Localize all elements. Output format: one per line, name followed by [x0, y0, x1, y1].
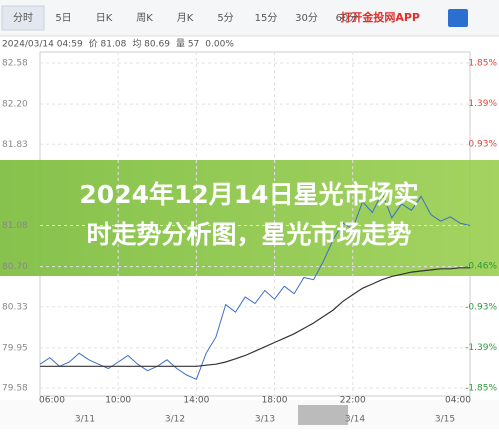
- tab[interactable]: 30分: [295, 12, 318, 24]
- date-label: 3/11: [75, 415, 95, 425]
- y-tick-label: 79.95: [2, 343, 28, 353]
- tab[interactable]: 日K: [96, 13, 113, 24]
- y-tick-label: 82.58: [2, 59, 28, 69]
- date-label: 3/13: [255, 415, 275, 425]
- banner-text: 时走势分析图，星光市场走势: [86, 220, 411, 249]
- info-item: 2024/03/14 04:59: [2, 40, 83, 50]
- tab[interactable]: 15分: [255, 12, 278, 24]
- tab-bar: [0, 0, 499, 36]
- y2-tick-label: 0.93%: [468, 139, 497, 149]
- x-tick-label: 14:00: [183, 396, 209, 406]
- y2-tick-label: -1.39%: [465, 343, 497, 353]
- x-tick-label: 22:00: [340, 396, 366, 406]
- app-link[interactable]: 打开金投网APP: [340, 10, 420, 24]
- info-item: 均 80.69: [132, 38, 170, 50]
- y2-tick-label: 1.39%: [468, 99, 497, 109]
- tab[interactable]: 60分: [336, 12, 359, 24]
- date-label: 3/12: [165, 415, 185, 425]
- banner-bg: [0, 160, 499, 276]
- y-tick-label: 80.70: [2, 262, 28, 272]
- range-selection[interactable]: [298, 405, 348, 425]
- y2-tick-label: -0.93%: [465, 303, 497, 313]
- y2-tick-label: 1.85%: [468, 59, 497, 69]
- y-tick-label: 79.58: [2, 384, 28, 394]
- active-tab: [1, 5, 45, 31]
- tab[interactable]: 5分: [217, 12, 233, 24]
- tab[interactable]: 5日: [55, 13, 71, 24]
- info-item: 量 57: [176, 39, 199, 50]
- info-item: 0.00%: [205, 40, 234, 50]
- y2-tick-label: -1.85%: [465, 384, 497, 394]
- date-label: 3/15: [435, 415, 455, 425]
- y2-tick-label: -0.46%: [465, 261, 497, 271]
- y-tick-label: 80.33: [2, 302, 28, 312]
- app-icon[interactable]: [448, 9, 468, 27]
- x-tick-label: 18:00: [262, 396, 288, 406]
- date-strip: [0, 400, 499, 429]
- banner-text: 2024年12月14日星光市场实: [79, 180, 418, 209]
- x-tick-label: 04:00: [445, 396, 471, 406]
- y-tick-label: 81.83: [2, 140, 28, 150]
- date-label: 3/14: [345, 415, 365, 425]
- x-tick-label: 10:00: [105, 396, 131, 406]
- x-tick-label: 06:00: [39, 396, 65, 406]
- tab[interactable]: 月K: [177, 12, 194, 24]
- tab[interactable]: 周K: [136, 12, 153, 24]
- tab[interactable]: 分时: [13, 12, 33, 24]
- info-item: 价 81.08: [89, 39, 127, 50]
- series-line: [40, 267, 470, 367]
- y-tick-label: 82.20: [2, 100, 28, 110]
- y-tick-label: 81.08: [2, 221, 28, 231]
